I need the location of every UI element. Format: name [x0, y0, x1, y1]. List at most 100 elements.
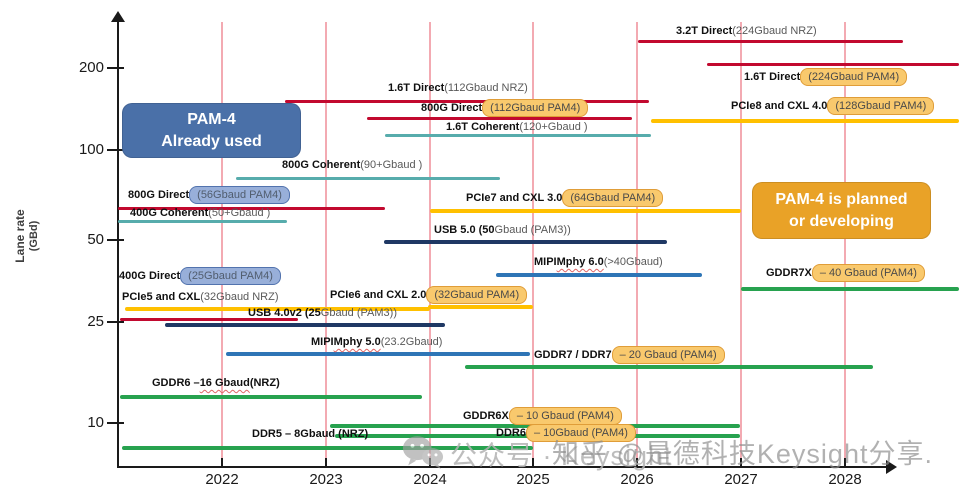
- series-line-3-2t-direct-0: [638, 40, 903, 43]
- series-label-part: 800G Direct: [421, 102, 483, 114]
- series-label-part: (NRZ): [249, 377, 280, 389]
- series-label-pcie5-and-cxl-14: PCIe5 and CXL (32Gbaud NRZ): [122, 290, 279, 304]
- x-axis-tick-2028: [844, 458, 846, 467]
- series-label-part: (25Gbaud PAM4): [180, 267, 281, 285]
- series-label-part: Gbaud (PAM3)): [320, 307, 397, 319]
- series-label-400g-coherent-9: 400G Coherent (50+Gbaud ): [130, 206, 270, 220]
- series-line-gddr6-19: [120, 395, 422, 399]
- series-label-part: (32Gbaud PAM4): [426, 286, 528, 304]
- series-label-part: (56Gbaud PAM4): [189, 186, 290, 204]
- series-label-ddr6-21: DDR6 – 10Gbaud (PAM4): [496, 424, 636, 442]
- series-label-part: PCIe8 and CXL 4.0: [731, 100, 828, 112]
- series-label-part: 1.6T Direct: [388, 82, 445, 94]
- x-axis-tick-2024: [429, 458, 431, 467]
- x-axis-tick-2023: [325, 458, 327, 467]
- y-axis-tick-label-100: 100: [78, 141, 104, 158]
- series-label-part: 3.2T Direct: [676, 25, 733, 37]
- series-line-800g-direct-7: [118, 207, 385, 210]
- series-label-1-6t-coherent-5: 1.6T Coherent (120+Gbaud ): [446, 120, 588, 134]
- series-line-gddr7x-12: [741, 287, 959, 291]
- series-label-part: USB 4.0v2 (25: [248, 307, 321, 319]
- series-label-gddr6-19: GDDR6 – 16 Gbaud (NRZ): [152, 376, 280, 390]
- y-axis-tick-label-25: 25: [87, 313, 104, 330]
- series-label-usb-5-0-10: USB 5.0 (50 Gbaud (PAM3)): [434, 223, 571, 237]
- series-label-part: – 40 Gbaud (PAM4): [811, 264, 925, 282]
- pam4-already-used-callout: PAM-4 Already used: [122, 103, 301, 158]
- series-label-part: (64Gbaud PAM4): [562, 189, 664, 207]
- series-label-part: DDR6: [496, 427, 526, 439]
- y-axis-tick-25: [107, 321, 124, 323]
- y-axis-tick-label-200: 200: [78, 59, 104, 76]
- series-label-part: 1.6T Direct: [744, 71, 801, 83]
- series-label-part: Mphy 6.0: [556, 256, 604, 268]
- x-axis-tick-label-2026: 2026: [620, 471, 654, 488]
- x-axis-tick-label-2023: 2023: [309, 471, 343, 488]
- series-label-part: – 10Gbaud (PAM4): [525, 424, 636, 442]
- series-label-1-6t-direct-2: 1.6T Direct (112Gbaud NRZ): [388, 81, 528, 95]
- series-label-part: PCIe5 and CXL: [122, 291, 201, 303]
- series-line-400g-coherent-9: [118, 220, 287, 223]
- series-label-mipi-mphy-6-0-11: MIPI Mphy 6.0 (>40Gbaud): [534, 255, 663, 269]
- series-label-pcie8-and-cxl-4-0-4: PCIe8 and CXL 4.0 (128Gbaud PAM4): [731, 97, 935, 115]
- series-label-part: PCIe7 and CXL 3.0: [466, 192, 563, 204]
- series-label-part: (120+Gbaud ): [519, 121, 588, 133]
- series-line-400g-direct-13: [120, 318, 298, 321]
- x-axis-tick-label-2028: 2028: [828, 471, 862, 488]
- series-label-part: Gbaud (PAM3)): [494, 224, 571, 236]
- x-axis-tick-2027: [740, 458, 742, 467]
- pam4-planned-callout: PAM-4 is planned or developing: [752, 182, 931, 239]
- series-label-part: MIPI: [534, 256, 557, 268]
- y-axis-tick-label-10: 10: [87, 414, 104, 431]
- series-label-part: 800G Direct: [128, 189, 190, 201]
- series-label-3-2t-direct-0: 3.2T Direct (224Gbaud NRZ): [676, 24, 817, 38]
- series-label-800g-direct-3: 800G Direct (112Gbaud PAM4): [421, 99, 589, 117]
- x-axis-tick-2026: [636, 458, 638, 467]
- series-label-part: (50+Gbaud ): [208, 207, 271, 219]
- series-label-part: GDDR7 / DDR7: [534, 349, 612, 361]
- series-label-part: (>40Gbaud): [603, 256, 663, 268]
- series-label-part: USB 5.0 (50: [434, 224, 495, 236]
- series-line-pcie8-and-cxl-4-0-4: [651, 119, 959, 123]
- series-label-part: MIPI: [311, 336, 334, 348]
- year-gridline-2023: [325, 22, 327, 462]
- year-gridline-2022: [221, 22, 223, 462]
- series-label-part: (224Gbaud NRZ): [732, 25, 817, 37]
- series-line-ddr5-22: [122, 446, 533, 450]
- x-axis-tick-label-2027: 2027: [724, 471, 758, 488]
- y-axis-tick-label-50: 50: [87, 231, 104, 248]
- series-label-400g-direct-13: 400G Direct (25Gbaud PAM4): [119, 267, 281, 285]
- y-axis-title: Lane rate (GBd): [13, 181, 41, 291]
- x-axis-tick-label-2024: 2024: [413, 471, 447, 488]
- x-axis-tick-2025: [532, 458, 534, 467]
- x-axis-arrow-icon: [886, 460, 897, 474]
- year-gridline-2027: [740, 22, 742, 462]
- series-label-pcie7-and-cxl-3-0-8: PCIe7 and CXL 3.0 (64Gbaud PAM4): [466, 189, 664, 207]
- y-axis-tick-100: [107, 149, 124, 151]
- y-axis-tick-200: [107, 67, 124, 69]
- series-label-part: 800G Coherent: [282, 159, 361, 171]
- series-line-usb-4-0v2-16: [165, 323, 445, 327]
- series-label-part: (90+Gbaud ): [360, 159, 423, 171]
- callout-line2: or developing: [789, 212, 894, 230]
- callout-line2: Already used: [161, 132, 262, 150]
- series-label-part: (112Gbaud NRZ): [444, 82, 528, 94]
- series-label-part: – 20 Gbaud (PAM4): [611, 346, 725, 364]
- series-label-part: (23.2Gbaud): [380, 336, 443, 348]
- series-label-part: GDDR7X: [766, 267, 812, 279]
- series-label-ddr5-22: DDR5 – 8Gbaud (NRZ): [252, 427, 368, 441]
- series-label-usb-4-0v2-16: USB 4.0v2 (25 Gbaud (PAM3)): [248, 306, 397, 320]
- series-label-gddr6x-20: GDDR6X – 10 Gbaud (PAM4): [463, 407, 622, 425]
- series-label-pcie6-and-cxl-2-0-15: PCIe6 and CXL 2.0 (32Gbaud PAM4): [330, 286, 528, 304]
- series-line-1-6t-direct-1: [707, 63, 959, 66]
- series-line-mipi-mphy-5-0-17: [226, 352, 530, 356]
- series-label-part: (224Gbaud PAM4): [800, 68, 908, 86]
- series-line-800g-coherent-6: [236, 177, 500, 180]
- series-label-1-6t-direct-1: 1.6T Direct (224Gbaud PAM4): [744, 68, 908, 86]
- series-label-part: 400G Direct: [119, 270, 181, 282]
- y-axis-title-line2: (GBd): [28, 220, 40, 252]
- callout-line1: PAM-4 is planned: [775, 190, 908, 208]
- y-axis-title-line1: Lane rate: [13, 209, 27, 263]
- series-label-part: 16 Gbaud: [199, 377, 250, 389]
- year-gridline-2028: [844, 22, 846, 462]
